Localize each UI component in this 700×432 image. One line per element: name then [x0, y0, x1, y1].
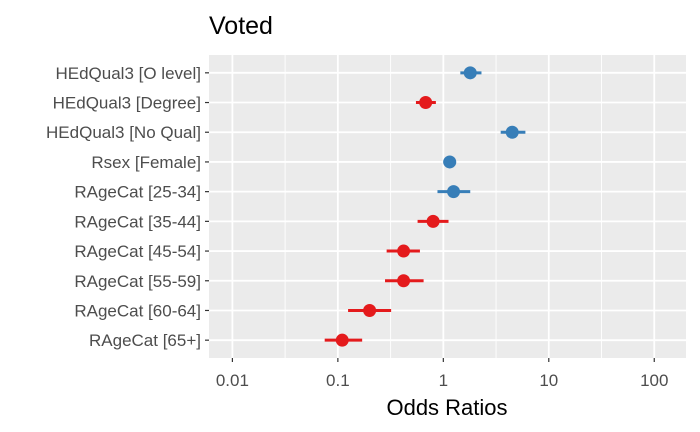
- y-tick-label: Rsex [Female]: [91, 153, 201, 172]
- x-tick-label: 1: [439, 371, 448, 390]
- x-tick-label: 100: [640, 371, 668, 390]
- odds-ratio-point: [443, 155, 457, 169]
- y-tick-label: RAgeCat [25-34]: [74, 183, 201, 202]
- chart-title: Voted: [209, 12, 273, 40]
- odds-ratio-point: [426, 214, 440, 228]
- y-axis-labels: HEdQual3 [O level] HEdQual3 [Degree] HEdQu…: [46, 64, 209, 350]
- x-axis-ticks: 0.01 0.1 1 10 100: [216, 358, 668, 390]
- y-tick-label: RAgeCat [65+]: [89, 331, 201, 350]
- y-tick-label: HEdQual3 [O level]: [55, 64, 201, 83]
- odds-ratio-point: [505, 125, 519, 139]
- odds-ratio-point: [397, 244, 411, 258]
- y-tick-label: HEdQual3 [No Qual]: [46, 123, 201, 142]
- x-tick-label: 0.1: [326, 371, 350, 390]
- odds-ratio-point: [463, 66, 477, 80]
- odds-ratio-point: [447, 185, 461, 199]
- odds-ratio-point: [419, 96, 433, 110]
- y-tick-label: RAgeCat [55-59]: [74, 272, 201, 291]
- plot-panel: [209, 55, 686, 358]
- x-tick-label: 0.01: [216, 371, 249, 390]
- x-tick-label: 10: [539, 371, 558, 390]
- y-tick-label: RAgeCat [60-64]: [74, 301, 201, 320]
- x-axis-label: Odds Ratios: [386, 395, 507, 420]
- odds-ratio-point: [335, 333, 349, 347]
- y-tick-label: RAgeCat [35-44]: [74, 212, 201, 231]
- odds-ratio-point: [363, 303, 377, 317]
- odds-ratio-point: [397, 274, 411, 288]
- y-tick-label: RAgeCat [45-54]: [74, 242, 201, 261]
- y-tick-label: HEdQual3 [Degree]: [53, 94, 201, 113]
- data-marks: [324, 66, 526, 347]
